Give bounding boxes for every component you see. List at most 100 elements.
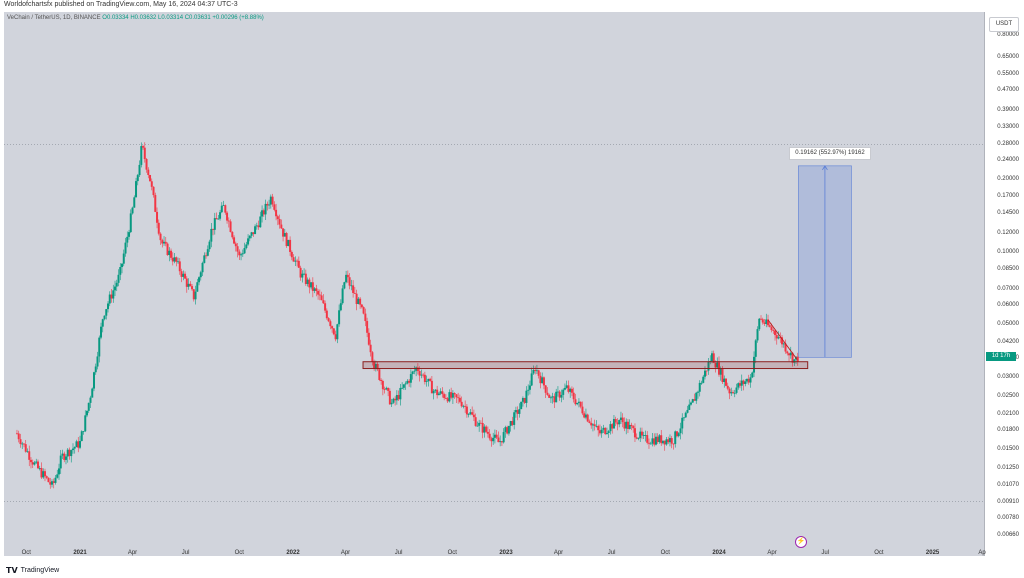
candle-body bbox=[523, 397, 526, 403]
footer-brand: TradingView bbox=[20, 567, 60, 574]
candle-body bbox=[297, 260, 300, 268]
candle-body bbox=[275, 209, 278, 217]
candle-body bbox=[444, 397, 447, 399]
candle-body bbox=[409, 374, 412, 383]
candle-body bbox=[774, 330, 777, 336]
candle-body bbox=[22, 443, 25, 445]
candle-body bbox=[240, 254, 243, 256]
candle-body bbox=[781, 337, 784, 345]
candle-body bbox=[450, 392, 453, 398]
candle-body bbox=[336, 324, 339, 340]
price-axis[interactable]: 0.80000 0.65000 0.55000 0.47000 0.39000 0.330… bbox=[984, 12, 1024, 556]
candle-body bbox=[516, 410, 519, 414]
candle-body bbox=[597, 425, 600, 431]
candle-body bbox=[640, 431, 643, 436]
candle-body bbox=[198, 277, 201, 283]
candle-body bbox=[775, 335, 778, 339]
candle-body bbox=[607, 431, 610, 433]
candle-body bbox=[707, 361, 710, 371]
candle-body bbox=[665, 439, 668, 445]
candle-body bbox=[588, 421, 591, 423]
candle-body bbox=[660, 435, 663, 444]
y-tick-label: 0.06000 bbox=[997, 301, 1019, 308]
candle-body bbox=[96, 356, 99, 367]
candle-body bbox=[360, 304, 363, 308]
candle-body bbox=[299, 267, 302, 278]
open-value: O0.03334 bbox=[102, 15, 129, 21]
candle-body bbox=[205, 255, 208, 257]
candle-body bbox=[226, 212, 229, 221]
candle-body bbox=[625, 421, 628, 429]
candle-body bbox=[558, 391, 561, 398]
candle-body bbox=[630, 424, 633, 427]
y-tick-label: 0.00910 bbox=[997, 498, 1019, 505]
candle-body bbox=[157, 222, 160, 234]
candle-body bbox=[689, 402, 692, 405]
measure-label: 0.19162 (552.97%) 19162 bbox=[789, 147, 871, 160]
candle-body bbox=[166, 243, 169, 256]
candle-body bbox=[387, 387, 390, 391]
candle-body bbox=[359, 298, 362, 305]
x-tick-label: Oct bbox=[660, 550, 670, 556]
y-tick-label: 0.55000 bbox=[997, 71, 1019, 78]
candle-body bbox=[38, 468, 41, 469]
candle-body bbox=[404, 383, 407, 385]
candle-body bbox=[413, 370, 416, 372]
candle-body bbox=[649, 443, 652, 445]
candle-body bbox=[252, 232, 255, 235]
candle-body bbox=[765, 319, 768, 324]
candle-body bbox=[539, 375, 542, 384]
candle-body bbox=[68, 449, 71, 457]
x-tick-label: 2022 bbox=[286, 550, 300, 556]
candle-body bbox=[229, 221, 232, 233]
candle-body bbox=[598, 430, 601, 434]
candle-body bbox=[513, 412, 516, 425]
candle-body bbox=[761, 319, 764, 323]
candle-body bbox=[238, 251, 241, 256]
candle-body bbox=[259, 216, 262, 228]
candle-body bbox=[338, 310, 341, 325]
candle-body bbox=[71, 448, 74, 451]
candle-body bbox=[732, 392, 735, 393]
candle-body bbox=[19, 439, 22, 445]
flash-icon[interactable]: ⚡ bbox=[795, 536, 807, 548]
candle-body bbox=[269, 196, 272, 205]
candle-body bbox=[728, 388, 731, 394]
candle-body bbox=[150, 181, 153, 187]
candle-body bbox=[334, 334, 337, 340]
candle-body bbox=[465, 406, 468, 415]
current-price-label: 1d 17h bbox=[986, 352, 1016, 361]
currency-button[interactable]: USDT bbox=[989, 17, 1019, 32]
candle-body bbox=[471, 412, 474, 415]
candle-body bbox=[567, 385, 570, 392]
candle-body bbox=[28, 451, 31, 460]
candle-body bbox=[737, 383, 740, 388]
candle-body bbox=[115, 282, 118, 287]
candle-body bbox=[262, 210, 265, 215]
candle-body bbox=[500, 441, 503, 443]
candle-body bbox=[227, 220, 230, 222]
chart-plot-area[interactable] bbox=[4, 12, 984, 556]
candle-body bbox=[380, 379, 383, 381]
candle-body bbox=[702, 376, 705, 383]
candle-body bbox=[495, 434, 498, 438]
y-tick-label: 0.05000 bbox=[997, 320, 1019, 327]
candle-body bbox=[527, 389, 530, 391]
candle-body bbox=[560, 394, 563, 398]
candle-body bbox=[24, 444, 27, 452]
candle-body bbox=[401, 387, 404, 389]
candle-body bbox=[497, 437, 500, 443]
candle-body bbox=[399, 387, 402, 400]
trendline bbox=[767, 319, 798, 360]
candle-body bbox=[616, 422, 619, 425]
candle-body bbox=[518, 409, 521, 414]
candle-body bbox=[317, 291, 320, 295]
candle-body bbox=[656, 436, 659, 443]
candle-body bbox=[493, 434, 496, 438]
candle-body bbox=[114, 286, 117, 291]
y-tick-label: 0.01070 bbox=[997, 481, 1019, 488]
candle-body bbox=[187, 283, 190, 287]
candle-body bbox=[584, 414, 587, 418]
y-tick-label: 0.65000 bbox=[997, 53, 1019, 60]
